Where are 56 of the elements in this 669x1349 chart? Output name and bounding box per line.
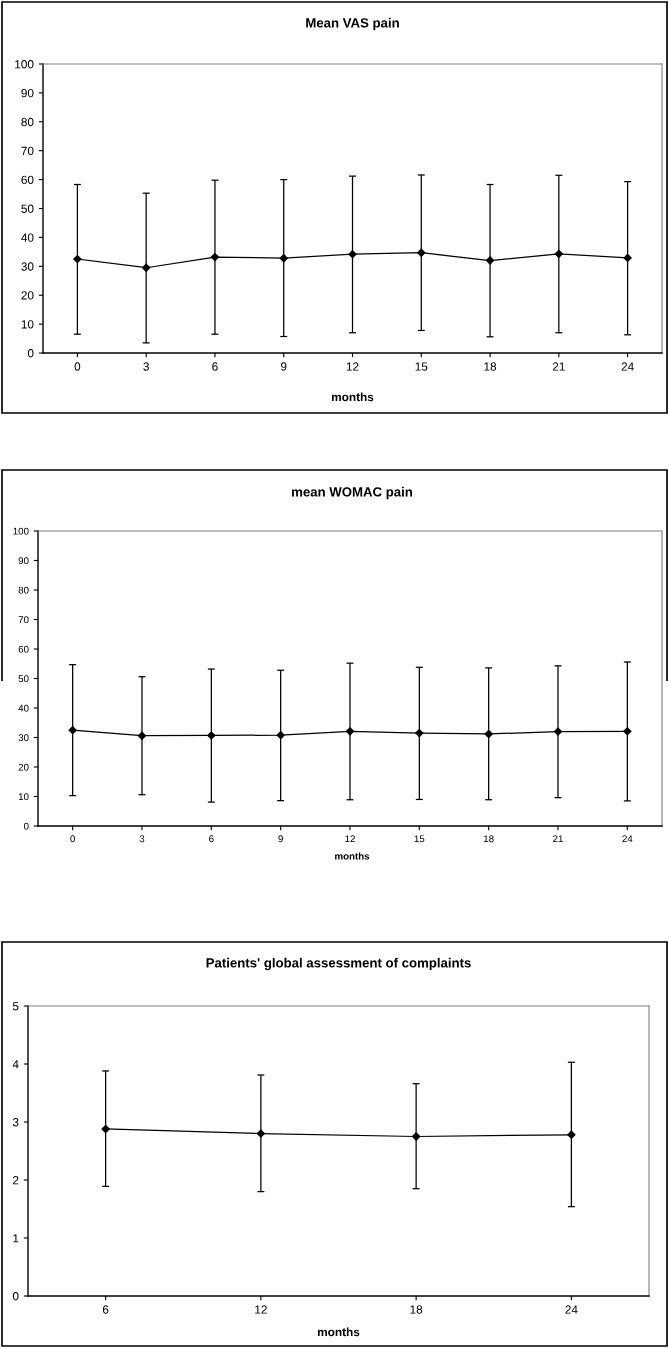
y-tick-label: 1 xyxy=(13,1234,19,1243)
y-tick-label: 0 xyxy=(27,349,34,358)
y-tick-label: 40 xyxy=(21,233,34,242)
y-tick-label: 70 xyxy=(18,616,29,624)
x-tick-label: 18 xyxy=(410,1305,423,1314)
y-tick-label: 40 xyxy=(18,704,29,712)
x-tick-label: 0 xyxy=(70,835,75,843)
x-tick-label: 15 xyxy=(414,835,425,843)
y-tick-label: 20 xyxy=(21,291,34,300)
x-tick-label: 21 xyxy=(552,362,565,371)
x-tick-label: 6 xyxy=(102,1305,109,1314)
y-tick-label: 100 xyxy=(15,60,34,69)
y-tick-label: 90 xyxy=(18,557,29,565)
x-axis-title: months xyxy=(317,1327,360,1337)
x-tick-label: 9 xyxy=(278,835,283,843)
y-tick-label: 50 xyxy=(18,675,29,683)
x-tick-label: 18 xyxy=(484,362,497,371)
y-tick-label: 10 xyxy=(18,793,29,801)
x-tick-label: 15 xyxy=(415,362,428,371)
x-tick-label: 3 xyxy=(139,835,145,843)
y-tick-label: 30 xyxy=(21,262,34,271)
x-tick-label: 6 xyxy=(212,362,218,371)
y-tick-label: 70 xyxy=(21,146,34,156)
x-axis-title: months xyxy=(335,852,370,860)
x-tick-label: 18 xyxy=(484,835,494,843)
x-tick-label: 24 xyxy=(621,362,634,371)
y-tick-label: 60 xyxy=(21,175,34,184)
y-tick-label: 90 xyxy=(21,88,34,98)
x-axis-title: months xyxy=(331,392,374,402)
x-tick-label: 9 xyxy=(280,362,287,371)
chart-title: Mean VAS pain xyxy=(306,17,399,31)
chart-title: Patients' global assessment of complaints xyxy=(206,957,471,971)
y-tick-label: 3 xyxy=(12,1118,19,1127)
y-tick-label: 80 xyxy=(18,586,29,594)
x-tick-label: 12 xyxy=(345,835,355,843)
x-tick-label: 24 xyxy=(565,1305,578,1314)
x-tick-label: 12 xyxy=(346,362,359,371)
chart-title: mean WOMAC pain xyxy=(292,486,413,500)
x-tick-label: 0 xyxy=(74,362,81,371)
y-tick-label: 30 xyxy=(18,734,29,742)
x-tick-label: 12 xyxy=(255,1305,267,1314)
x-tick-label: 3 xyxy=(143,362,149,371)
y-tick-label: 0 xyxy=(23,822,29,830)
y-tick-label: 20 xyxy=(18,763,29,771)
y-tick-label: 10 xyxy=(21,320,34,329)
y-tick-label: 0 xyxy=(12,1292,19,1301)
x-tick-label: 24 xyxy=(622,835,633,843)
y-tick-label: 2 xyxy=(13,1176,19,1185)
y-tick-label: 5 xyxy=(12,1002,19,1011)
y-tick-label: 50 xyxy=(21,204,34,213)
y-tick-label: 80 xyxy=(21,117,34,127)
y-tick-label: 4 xyxy=(12,1060,19,1069)
x-tick-label: 21 xyxy=(553,835,563,843)
x-tick-label: 6 xyxy=(209,835,214,843)
y-tick-label: 60 xyxy=(18,645,29,653)
y-tick-label: 100 xyxy=(13,527,29,535)
